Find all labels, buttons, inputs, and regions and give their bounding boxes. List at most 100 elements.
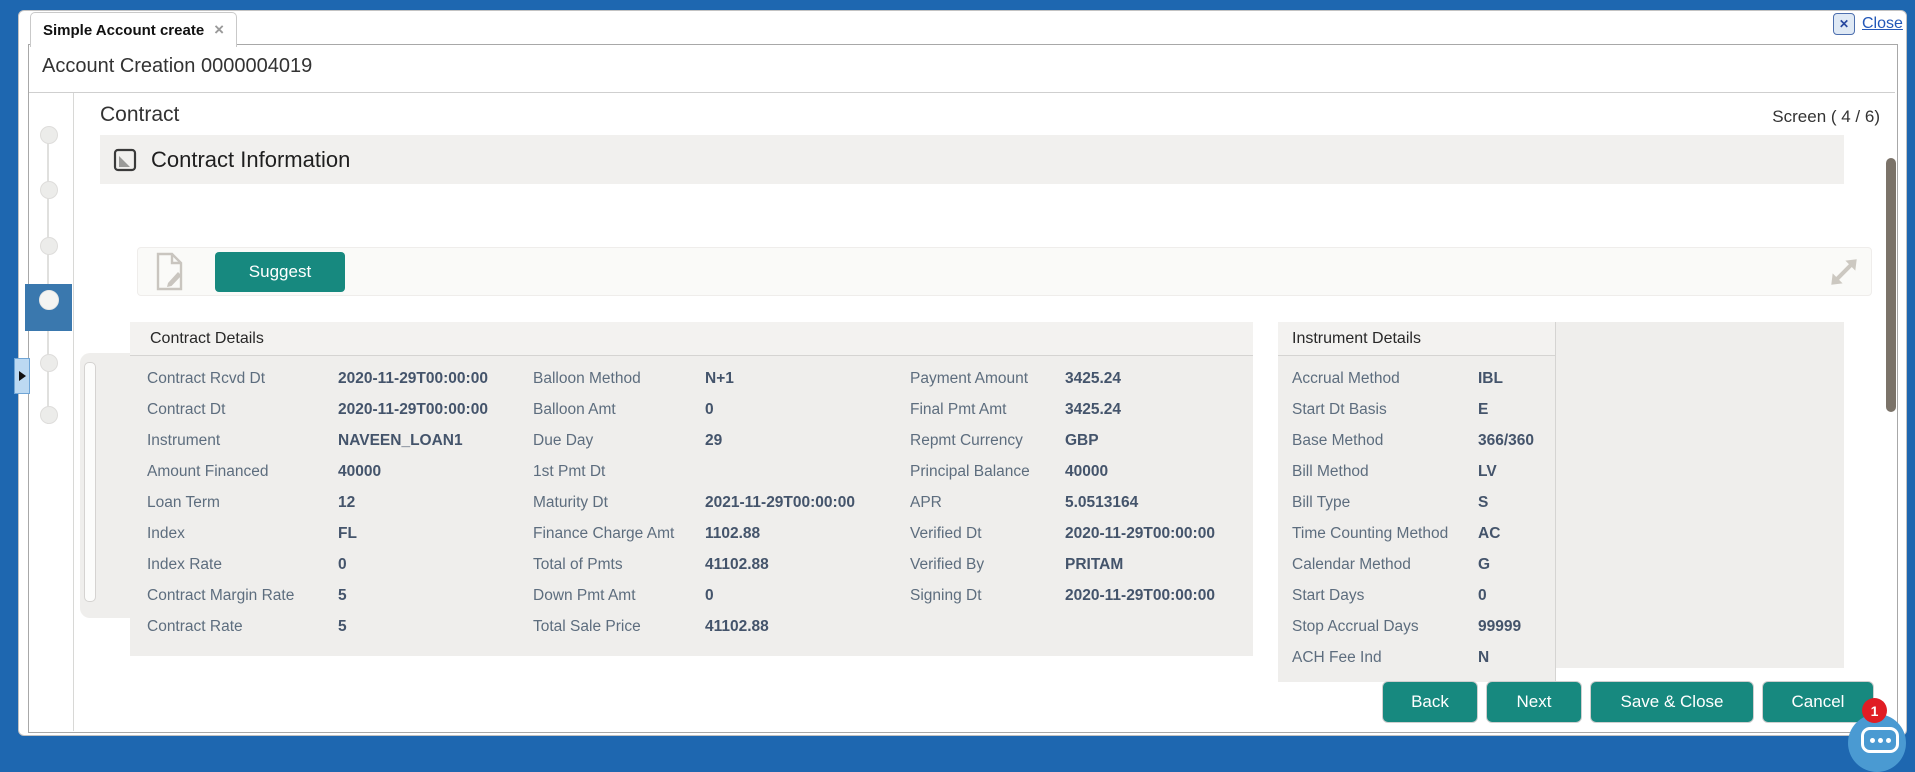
- page-title: Account Creation 0000004019: [42, 55, 313, 77]
- field-value: 12: [338, 493, 356, 511]
- field-label: Contract Dt: [147, 400, 226, 418]
- field-row: Payment Amount 3425.24: [910, 363, 1215, 394]
- field-row: APR 5.0513164: [910, 487, 1215, 518]
- field-value: 40000: [338, 462, 382, 480]
- field-row: Loan Term 12: [147, 487, 488, 518]
- field-label: Amount Financed: [147, 462, 269, 480]
- field-value: 5.0513164: [1065, 493, 1139, 511]
- field-value: 5: [338, 586, 347, 604]
- stepper-dot-6[interactable]: [40, 406, 58, 424]
- stepper-scrollbar[interactable]: [84, 362, 96, 602]
- field-label: Verified By: [910, 555, 985, 573]
- field-label: Balloon Method: [533, 369, 641, 387]
- screen-heading: Contract: [100, 103, 180, 126]
- field-value: 0: [705, 586, 714, 604]
- collapse-panel-handle[interactable]: [14, 358, 30, 394]
- field-value: LV: [1478, 462, 1497, 480]
- chat-dot: [1869, 737, 1875, 743]
- field-value: 0: [1478, 586, 1487, 604]
- field-value: IBL: [1478, 369, 1503, 387]
- stepper-dot-1[interactable]: [40, 126, 58, 144]
- save-and-close-button[interactable]: Save & Close: [1590, 681, 1754, 723]
- field-label: Final Pmt Amt: [910, 400, 1007, 418]
- field-row: Calendar Method G: [1292, 549, 1534, 580]
- field-value: G: [1478, 555, 1491, 573]
- next-button[interactable]: Next: [1486, 681, 1582, 723]
- field-label: Start Days: [1292, 586, 1365, 604]
- close-link[interactable]: Close: [1862, 15, 1903, 32]
- field-row: Balloon Method N+1: [533, 363, 855, 394]
- field-label: Time Counting Method: [1292, 524, 1449, 542]
- field-row: Repmt Currency GBP: [910, 425, 1215, 456]
- chat-dot: [1877, 737, 1883, 743]
- field-value: 29: [705, 431, 723, 449]
- field-value: 0: [338, 555, 347, 573]
- field-label: Balloon Amt: [533, 400, 616, 418]
- contract-details-title: Contract Details: [130, 322, 1253, 356]
- field-row: Stop Accrual Days 99999: [1292, 611, 1534, 642]
- section-title: Contract Information: [151, 146, 351, 172]
- collapse-section-icon[interactable]: [113, 148, 137, 172]
- field-value: 41102.88: [705, 617, 769, 635]
- vertical-scrollbar-thumb[interactable]: [1886, 158, 1896, 412]
- stepper-dot-2[interactable]: [40, 181, 58, 199]
- field-label: Maturity Dt: [533, 493, 608, 511]
- field-label: Total of Pmts: [533, 555, 623, 573]
- field-label: 1st Pmt Dt: [533, 462, 606, 480]
- field-row: Time Counting Method AC: [1292, 518, 1534, 549]
- contract-details-column-1: Contract Rcvd Dt 2020-11-29T00:00:00 Contr…: [147, 363, 488, 642]
- field-row: 1st Pmt Dt: [533, 456, 855, 487]
- field-value: 5: [338, 617, 347, 635]
- stepper-line: [47, 142, 49, 424]
- chat-dot: [1885, 737, 1891, 743]
- field-value: 2020-11-29T00:00:00: [1065, 524, 1215, 542]
- field-row: Contract Rate 5: [147, 611, 488, 642]
- field-value: N: [1478, 648, 1490, 666]
- field-label: Principal Balance: [910, 462, 1030, 480]
- instrument-details-panel: Instrument Details Accrual Method IBL Star…: [1278, 322, 1556, 682]
- chat-bubble-icon: [1861, 727, 1899, 753]
- field-value: 0: [705, 400, 714, 418]
- field-label: Total Sale Price: [533, 617, 641, 635]
- field-row: Accrual Method IBL: [1292, 363, 1534, 394]
- stepper-dot-4[interactable]: [39, 290, 59, 310]
- window-close-control[interactable]: ✕ Close: [1833, 13, 1903, 35]
- field-row: Index Rate 0: [147, 549, 488, 580]
- field-row: Due Day 29: [533, 425, 855, 456]
- field-value: 40000: [1065, 462, 1109, 480]
- screen-page-indicator: Screen ( 4 / 6): [1772, 107, 1880, 126]
- field-row: Bill Type S: [1292, 487, 1534, 518]
- title-separator: [29, 92, 1895, 93]
- form-toolbar: [137, 247, 1872, 296]
- back-button[interactable]: Back: [1382, 681, 1478, 723]
- cancel-button[interactable]: Cancel: [1762, 681, 1874, 723]
- field-label: Finance Charge Amt: [533, 524, 675, 542]
- field-label: Accrual Method: [1292, 369, 1400, 387]
- edit-document-icon[interactable]: [152, 251, 188, 293]
- suggest-button[interactable]: Suggest: [215, 252, 345, 292]
- application-window: Simple Account create × ✕ Close Account …: [14, 10, 1907, 772]
- stepper-dot-3[interactable]: [40, 237, 58, 255]
- field-value: GBP: [1065, 431, 1099, 449]
- field-row: Total Sale Price 41102.88: [533, 611, 855, 642]
- field-value: 99999: [1478, 617, 1522, 635]
- field-value: 2021-11-29T00:00:00: [705, 493, 855, 511]
- field-label: Contract Rcvd Dt: [147, 369, 266, 387]
- tab-simple-account-create[interactable]: Simple Account create ×: [30, 12, 238, 47]
- field-row: Verified Dt 2020-11-29T00:00:00: [910, 518, 1215, 549]
- field-row: Principal Balance 40000: [910, 456, 1215, 487]
- tab-close-icon[interactable]: ×: [214, 20, 225, 39]
- field-row: Contract Rcvd Dt 2020-11-29T00:00:00: [147, 363, 488, 394]
- close-x-icon[interactable]: ✕: [1833, 13, 1855, 35]
- field-label: Bill Method: [1292, 462, 1369, 480]
- stepper-dot-5[interactable]: [40, 354, 58, 372]
- field-label: Contract Margin Rate: [147, 586, 295, 604]
- field-value: N+1: [705, 369, 734, 387]
- field-label: Verified Dt: [910, 524, 982, 542]
- field-value: NAVEEN_LOAN1: [338, 431, 463, 449]
- field-row: Maturity Dt 2021-11-29T00:00:00: [533, 487, 855, 518]
- contract-details-column-2: Balloon Method N+1 Balloon Amt 0 Due Day 29 1s…: [533, 363, 855, 642]
- field-value: 2020-11-29T00:00:00: [1065, 586, 1215, 604]
- field-label: Repmt Currency: [910, 431, 1023, 449]
- field-value: S: [1478, 493, 1489, 511]
